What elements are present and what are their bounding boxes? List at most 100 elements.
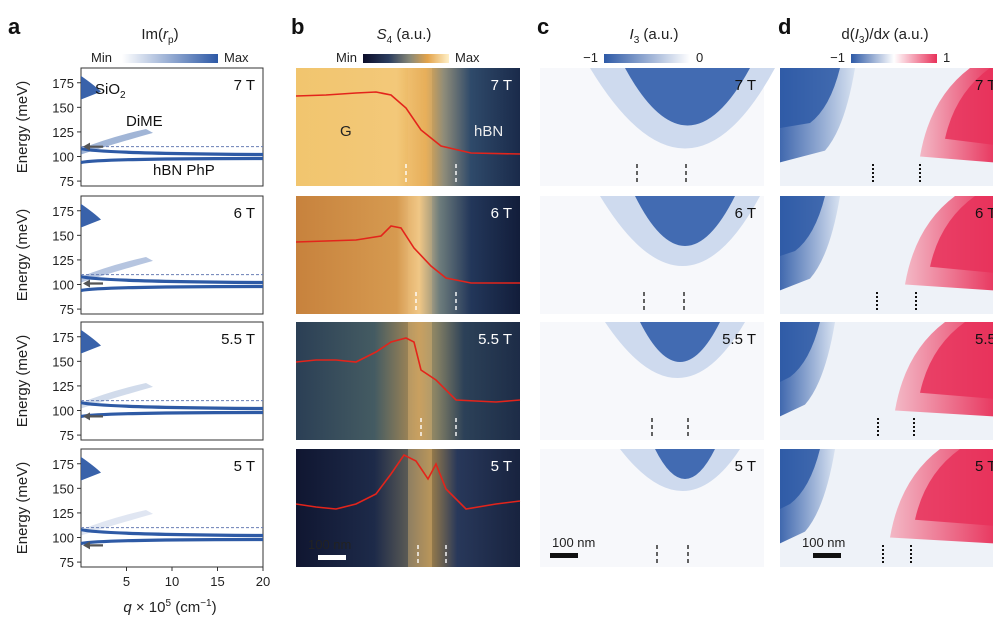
- scalebar: [318, 555, 346, 560]
- arrow-head: [83, 279, 90, 288]
- field-label: 5 T: [491, 458, 512, 475]
- panel-d-colorbar: [851, 54, 937, 63]
- field-label: 7 T: [234, 77, 255, 94]
- i3-depression: [625, 68, 750, 126]
- s4-profile-line: [295, 453, 521, 510]
- xtick-label: 5: [123, 574, 130, 589]
- arrow-head: [83, 142, 90, 151]
- ytick-label: 75: [60, 174, 74, 189]
- ytick-label: 175: [52, 204, 74, 219]
- panel-c-title: I3 (a.u.): [630, 26, 679, 46]
- field-label: 6 T: [491, 205, 512, 222]
- ytick-label: 175: [52, 330, 74, 345]
- ytick-label: 125: [52, 253, 74, 268]
- ytick-label: 100: [52, 150, 74, 165]
- label-hbn-php: hBN PhP: [153, 162, 215, 179]
- field-label: 6 T: [234, 205, 255, 222]
- s4-profile-line: [295, 337, 521, 403]
- ytick-label: 75: [60, 555, 74, 570]
- scalebar-label: 100 nm: [802, 535, 845, 550]
- panel-c-row-4: 5 T 100 nm: [540, 449, 764, 567]
- xtick-label: 20: [256, 574, 270, 589]
- panel-a-title: Im(rp): [141, 26, 178, 46]
- dime-band: [81, 128, 153, 155]
- positive-core: [920, 322, 993, 399]
- xtick-label: 10: [165, 574, 179, 589]
- panel-c-row-1: 7 T: [540, 68, 775, 186]
- panel-letter-a: a: [8, 14, 21, 39]
- hbn-php-branch-upper: [80, 147, 264, 157]
- panel-a-ylabel: Energy (meV): [14, 462, 31, 555]
- label-graphene: G: [340, 123, 352, 140]
- panel-a-ylabel: Energy (meV): [14, 335, 31, 428]
- scalebar: [813, 553, 841, 558]
- ytick-label: 100: [52, 278, 74, 293]
- s4-profile-line: [295, 91, 521, 155]
- panel-d-cbar-max: 1: [943, 50, 950, 65]
- panel-a-frame: [80, 195, 264, 315]
- label-dime: DiME: [126, 113, 163, 130]
- snom-map: [296, 322, 520, 440]
- field-label: 5.5 T: [975, 331, 993, 348]
- arrow-head: [83, 541, 90, 550]
- field-label: 5.5 T: [722, 331, 756, 348]
- negative-core: [780, 322, 820, 382]
- panel-c-cbar-min: −1: [583, 50, 598, 65]
- ytick-label: 150: [52, 228, 74, 243]
- panel-b-cbar-min: Min: [336, 50, 357, 65]
- panel-a-ylabel: Energy (meV): [14, 209, 31, 302]
- panel-letter-d: d: [778, 14, 791, 39]
- hbn-php-branch-lower: [80, 284, 264, 292]
- panel-a-frame: [80, 67, 264, 187]
- hbn-php-branch-upper: [80, 528, 264, 538]
- snom-map: [296, 68, 520, 186]
- panel-d-maps: 7 T 6 T 5.5 T 5 T 100 nm: [780, 68, 993, 567]
- s4-profile-line: [295, 225, 520, 284]
- panel-c-colorbar: [604, 54, 690, 63]
- panel-d-cbar-min: −1: [830, 50, 845, 65]
- interface-band: [408, 449, 432, 567]
- i3-depression: [635, 196, 735, 246]
- panel-d-title: d(I3)/dx (a.u.): [841, 26, 928, 46]
- dime-band: [81, 509, 153, 536]
- i3-depression: [655, 449, 715, 479]
- panel-d-row-1: 7 T: [780, 68, 993, 186]
- ytick-label: 175: [52, 76, 74, 91]
- sio2-mode: [81, 203, 101, 228]
- ytick-label: 125: [52, 379, 74, 394]
- positive-core: [930, 196, 993, 273]
- ytick-label: 125: [52, 506, 74, 521]
- ytick-label: 100: [52, 404, 74, 419]
- ytick-label: 175: [52, 457, 74, 472]
- ytick-label: 75: [60, 302, 74, 317]
- negative-core: [780, 449, 820, 509]
- field-label: 5 T: [975, 458, 993, 475]
- hbn-php-branch-upper: [80, 401, 264, 411]
- panel-letter-b: b: [291, 14, 304, 39]
- panel-a-cbar-max: Max: [224, 50, 249, 65]
- negative-core: [780, 196, 825, 256]
- positive-core: [915, 449, 993, 526]
- arrow-head: [83, 412, 90, 421]
- ytick-label: 150: [52, 354, 74, 369]
- panel-d-row-4: 5 T 100 nm: [780, 449, 993, 567]
- dime-band: [81, 382, 153, 409]
- panel-letter-c: c: [537, 14, 549, 39]
- interface-band: [408, 322, 432, 440]
- scalebar-label: 100 nm: [552, 535, 595, 550]
- panel-c-row-2: 6 T: [540, 196, 764, 314]
- panel-a-colorbar: [122, 54, 218, 63]
- ytick-label: 75: [60, 428, 74, 443]
- scalebar-label: 100 nm: [308, 537, 351, 552]
- field-label: 7 T: [735, 77, 756, 94]
- dime-band: [81, 256, 153, 283]
- ytick-label: 150: [52, 481, 74, 496]
- panel-d-row-3: 5.5 T: [780, 322, 993, 440]
- panel-a-frame: [80, 321, 264, 441]
- panel-c-maps: 7 T 6 T 5.5 T 5 T 100 nm: [540, 68, 775, 567]
- panel-a-row-2: 175 150 125 100 75 Energy (meV) 6 T: [14, 195, 264, 317]
- field-label: 5 T: [234, 458, 255, 475]
